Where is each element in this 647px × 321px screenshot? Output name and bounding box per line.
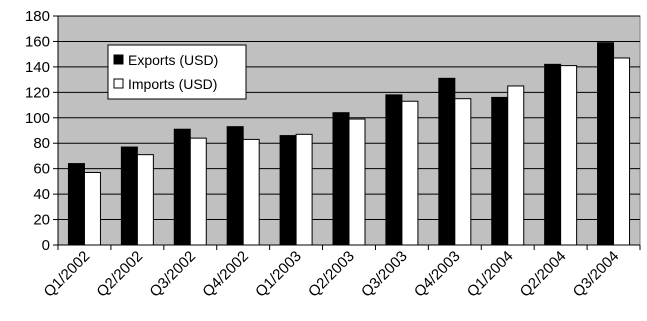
legend-label-imports: Imports (USD)	[128, 76, 217, 92]
bar-exports	[597, 42, 615, 246]
bar-exports	[385, 94, 403, 246]
bar-imports	[613, 57, 631, 246]
bar-exports	[226, 126, 244, 246]
y-tick-label: 160	[25, 33, 50, 50]
y-axis-ticks: 0 20 40 60 80 100 120 140 160 180	[25, 8, 640, 254]
bar-exports	[279, 135, 297, 246]
legend-swatch-imports	[113, 78, 124, 89]
bar-exports	[491, 96, 509, 246]
legend-label-exports: Exports (USD)	[128, 52, 218, 68]
bar-exports	[67, 163, 85, 246]
y-tick-label: 180	[25, 8, 50, 25]
bar-imports	[189, 137, 207, 246]
bar-imports	[83, 171, 101, 246]
y-tick-label: 120	[25, 84, 50, 101]
bar-exports	[544, 63, 562, 246]
x-tick-label: Q2/2004	[517, 248, 570, 301]
x-tick-label: Q1/2004	[464, 248, 517, 301]
bar-exports	[332, 112, 350, 246]
x-axis-ticks: Q1/2002 Q2/2002 Q3/2002 Q4/2002 Q1/2003 Q2/20…	[41, 245, 641, 301]
bar-imports	[560, 65, 578, 246]
bars	[67, 42, 631, 246]
x-tick-label: Q3/2003	[358, 248, 411, 301]
legend-swatch-exports	[113, 54, 124, 65]
y-tick-label: 0	[42, 237, 50, 254]
bar-imports	[454, 98, 472, 246]
bar-imports	[242, 138, 260, 246]
bar-exports	[120, 146, 138, 246]
x-tick-label: Q1/2002	[41, 248, 94, 301]
bar-imports	[136, 154, 154, 246]
x-tick-label: Q2/2002	[93, 248, 146, 301]
x-tick-label: Q4/2003	[411, 248, 464, 301]
x-tick-label: Q2/2003	[305, 248, 358, 301]
y-tick-label: 80	[33, 135, 50, 152]
legend: Exports (USD) Imports (USD)	[107, 44, 247, 100]
x-tick-label: Q1/2003	[252, 248, 305, 301]
bar-imports	[348, 118, 366, 246]
x-tick-label: Q3/2004	[570, 248, 623, 301]
legend-box	[107, 44, 247, 100]
y-tick-label: 100	[25, 110, 50, 127]
y-tick-label: 60	[33, 161, 50, 178]
y-tick-label: 20	[33, 212, 50, 229]
x-tick-label: Q4/2002	[199, 248, 252, 301]
bar-imports	[295, 133, 313, 246]
y-tick-label: 40	[33, 186, 50, 203]
y-tick-label: 140	[25, 59, 50, 76]
x-tick-label: Q3/2002	[146, 248, 199, 301]
gridlines	[58, 15, 640, 221]
bar-imports	[507, 85, 525, 246]
bar-imports	[401, 100, 419, 246]
bar-exports	[438, 77, 456, 246]
bar-exports	[173, 128, 191, 246]
